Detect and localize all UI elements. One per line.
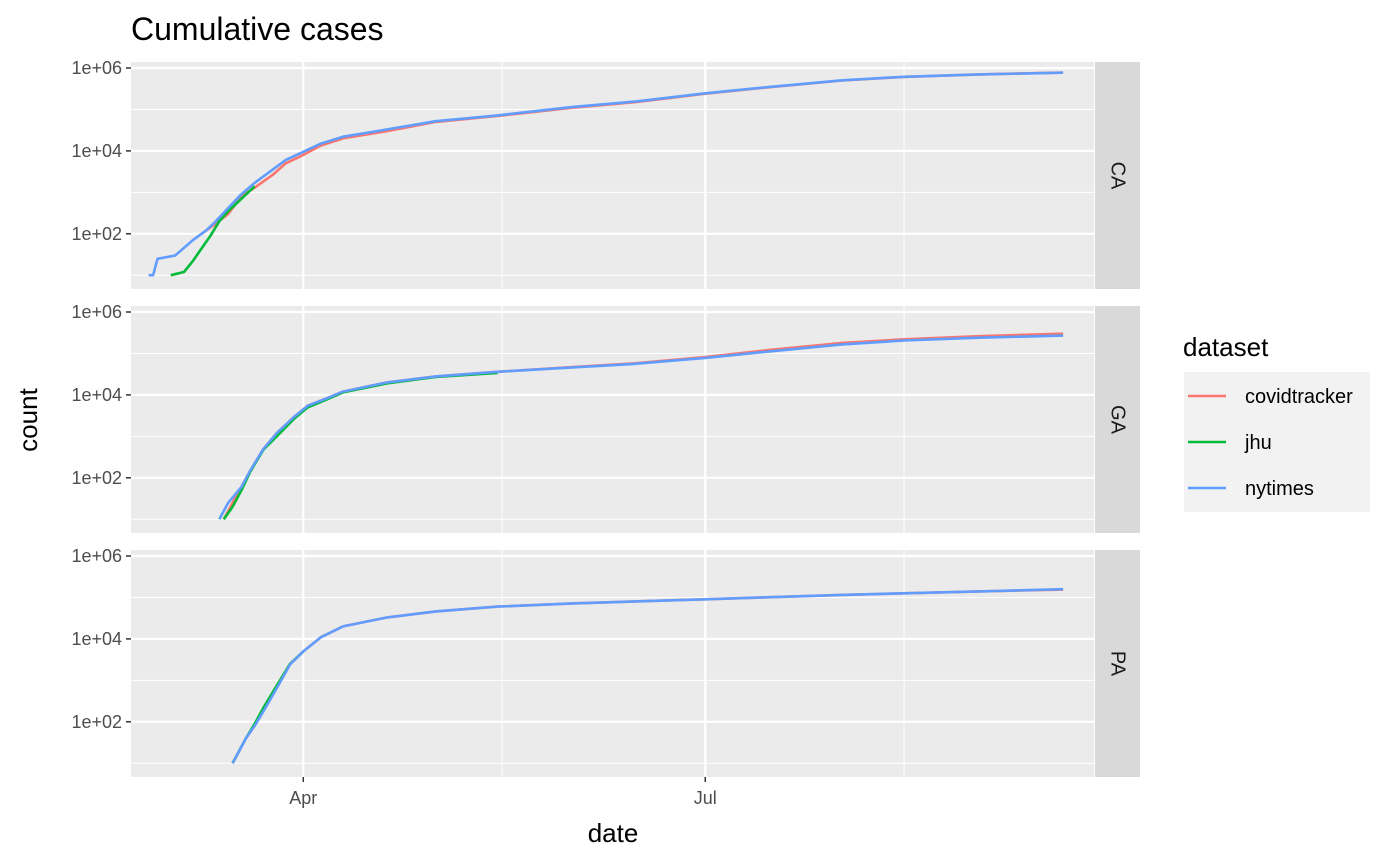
panel-ga: 1e+02 1e+04 1e+06 GA [71,302,1140,533]
x-tick-label: Apr [289,788,317,808]
series-line-ca-nytimes [148,71,1064,277]
chart-title: Cumulative cases [131,11,384,47]
x-axis: Apr Jul [289,777,717,808]
facet-strip [1095,550,1140,777]
y-tick-label: 1e+02 [71,224,122,244]
y-tick-label: 1e+04 [71,629,122,649]
legend-title: dataset [1183,332,1269,362]
panel-background [131,62,1094,289]
legend: dataset covidtracker jhu nytimes [1183,332,1370,512]
facet-strip [1095,306,1140,533]
facet-panels: 1e+021e+041e+06CA1e+021e+041e+06GA1e+021… [71,58,1140,777]
y-axis-title: count [13,387,43,451]
facet-strip-label: GA [1107,405,1129,435]
y-tick-label: 1e+02 [71,468,122,488]
legend-label-nytimes: nytimes [1245,478,1314,500]
y-tick-label: 1e+06 [71,302,122,322]
x-axis-title: date [588,818,639,848]
panel-pa: 1e+02 1e+04 1e+06 PA [71,546,1140,777]
x-tick-label: Jul [694,788,717,808]
y-tick-label: 1e+04 [71,141,122,161]
legend-label-covidtracker: covidtracker [1245,386,1353,408]
panel-background [131,550,1094,777]
series-line-ca-jhu [170,185,256,277]
panel-ca: 1e+02 1e+04 1e+06 CA [71,58,1140,289]
series-line-ga-nytimes [218,334,1064,520]
facet-strip-label: CA [1107,162,1129,190]
y-tick-label: 1e+06 [71,546,122,566]
facet-strip-label: PA [1107,651,1129,677]
legend-label-jhu: jhu [1244,432,1272,454]
y-tick-label: 1e+06 [71,58,122,78]
y-tick-label: 1e+02 [71,712,122,732]
series-line-pa-nytimes [231,587,1064,764]
y-tick-label: 1e+04 [71,385,122,405]
facet-strip [1095,62,1140,289]
